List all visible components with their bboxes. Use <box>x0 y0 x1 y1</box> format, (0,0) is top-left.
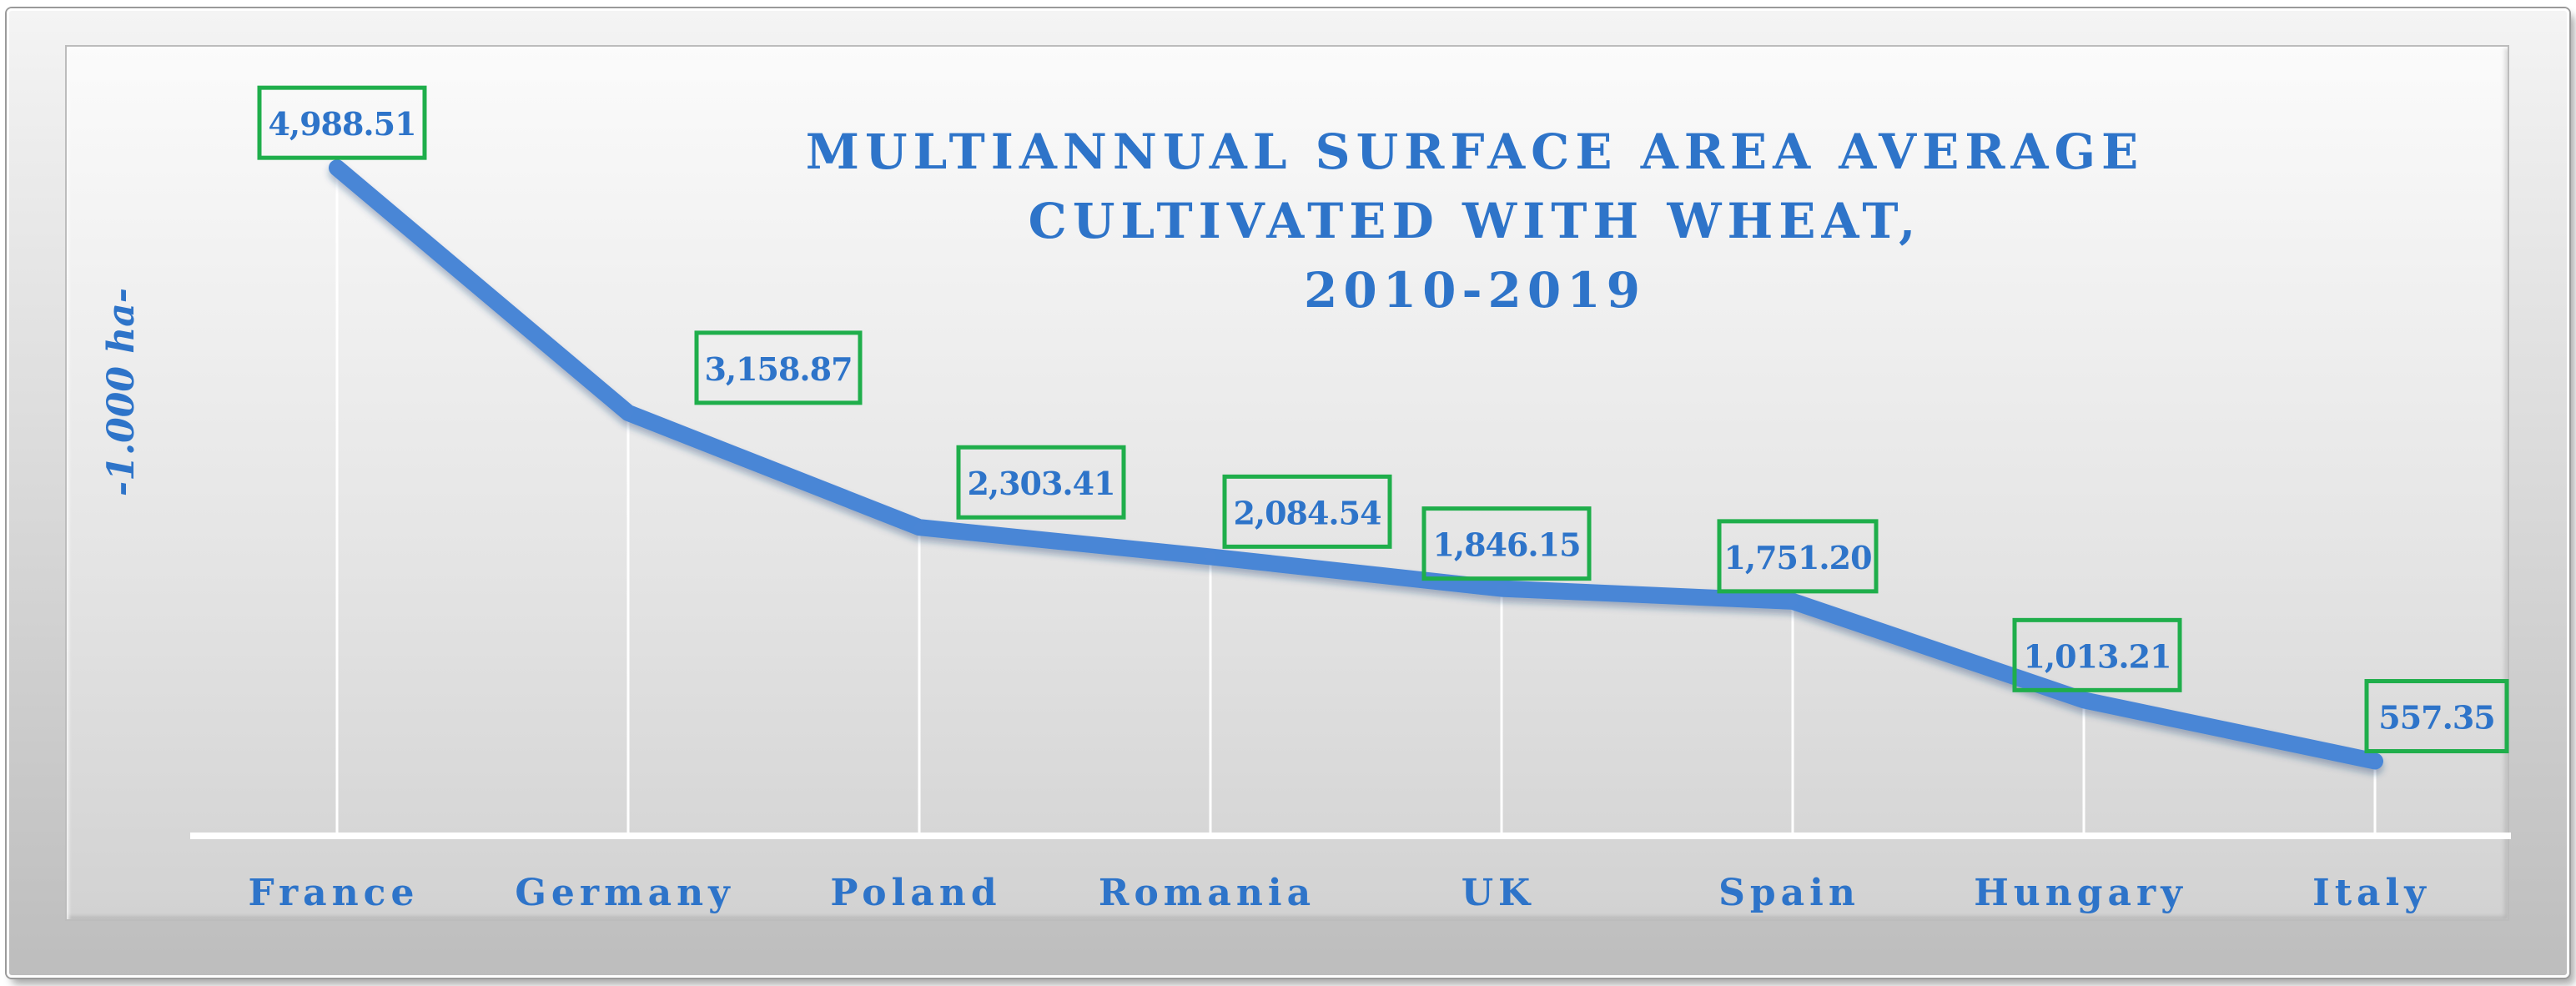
x-tick-labels: France Germany Poland Romania UK Spain Hungary… <box>249 872 2431 914</box>
data-label-uk: 1,846.15 <box>1421 506 1592 581</box>
data-label-text: 1,751.20 <box>1723 539 1871 576</box>
data-point-italy <box>2370 756 2380 767</box>
x-tick-label-poland: Poland <box>830 872 1001 914</box>
data-label-text: 2,084.54 <box>1233 494 1381 531</box>
chart-title-line-2: CULTIVATED WITH WHEAT, <box>1029 193 1922 249</box>
data-label-text: 3,158.87 <box>704 350 852 388</box>
data-point-poland <box>914 522 924 533</box>
data-label-box <box>257 85 427 160</box>
data-label-spain: 1,751.20 <box>1717 519 1879 594</box>
y-axis-label: -1.000 ha- <box>100 288 143 496</box>
data-label-box <box>2012 617 2182 692</box>
x-tick-label-germany: Germany <box>515 872 734 914</box>
data-point-uk <box>1497 583 1507 594</box>
data-label-germany: 3,158.87 <box>694 330 863 405</box>
chart-title-line-1: MULTIANNUAL SURFACE AREA AVERAGE <box>806 123 2144 180</box>
data-label-italy: 557.35 <box>2364 679 2509 754</box>
data-label-hungary: 1,013.21 <box>2012 617 2182 692</box>
data-label-box <box>2364 679 2509 754</box>
drop-lines <box>335 168 2377 836</box>
data-label-romania: 2,084.54 <box>1222 474 1392 549</box>
chart-title-line-3: 2010-2019 <box>1304 262 1646 319</box>
x-tick-label-hungary: Hungary <box>1974 872 2187 914</box>
series-line <box>329 159 2383 770</box>
plot-panel <box>65 45 2509 921</box>
data-point-hungary <box>2079 695 2089 706</box>
x-tick-label-romania: Romania <box>1099 872 1316 914</box>
data-label-text: 2,303.41 <box>967 465 1114 502</box>
data-point-france <box>332 163 342 174</box>
x-tick-label-spain: Spain <box>1718 872 1860 914</box>
data-labels: 4,988.51 3,158.87 2,303.41 2,084.54 1,846.15… <box>257 85 2509 754</box>
data-label-text: 4,988.51 <box>268 105 415 143</box>
data-point-germany <box>623 407 633 418</box>
data-point-romania <box>1205 551 1215 562</box>
chart-title: MULTIANNUAL SURFACE AREA AVERAGE CULTIVA… <box>806 123 2144 319</box>
x-tick-label-uk: UK <box>1462 872 1536 914</box>
data-label-box <box>956 445 1126 520</box>
data-label-box <box>694 330 863 405</box>
series-line-group <box>329 159 2383 770</box>
data-label-text: 557.35 <box>2378 699 2494 737</box>
data-label-box <box>1222 474 1392 549</box>
x-tick-label-italy: Italy <box>2312 872 2431 914</box>
data-label-text: 1,846.15 <box>1432 526 1580 564</box>
data-label-text: 1,013.21 <box>2023 637 2171 675</box>
data-label-box <box>1421 506 1592 581</box>
data-point-spain <box>1788 596 1798 606</box>
data-label-france: 4,988.51 <box>257 85 427 160</box>
data-label-box <box>1717 519 1879 594</box>
x-tick-label-france: France <box>249 872 420 914</box>
data-label-poland: 2,303.41 <box>956 445 1126 520</box>
